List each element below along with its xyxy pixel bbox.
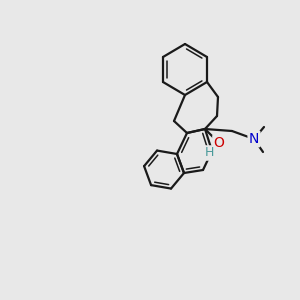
Text: O: O xyxy=(214,136,224,150)
Text: N: N xyxy=(249,132,259,146)
Text: H: H xyxy=(204,146,214,160)
